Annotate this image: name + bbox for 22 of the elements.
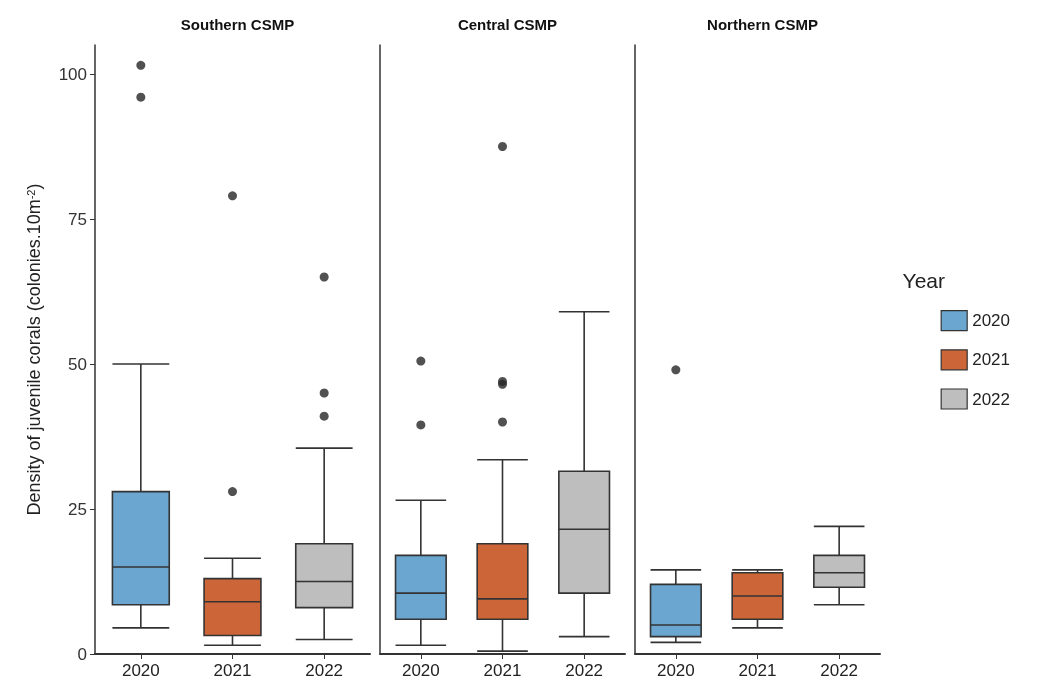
x-tick-label: 2020 <box>656 661 695 680</box>
x-tick-label: 2022 <box>820 661 859 680</box>
y-tick-label: 0 <box>77 644 87 664</box>
legend-label: 2021 <box>972 350 1011 370</box>
x-tick-label: 2021 <box>483 661 522 680</box>
legend-label: 2022 <box>972 389 1011 409</box>
y-tick-label: 75 <box>68 209 87 229</box>
x-tick-label: 2021 <box>213 661 252 680</box>
x-tick-label: 2020 <box>121 661 160 680</box>
y-tick-label: 100 <box>58 64 87 84</box>
chart-title: Central CSMP <box>457 16 558 33</box>
chart-title: Northern CSMP <box>707 16 818 33</box>
chart-title: Southern CSMP <box>180 16 295 33</box>
legend-title: Year <box>902 269 946 292</box>
x-tick-label: 2020 <box>401 661 440 680</box>
x-tick-label: 2021 <box>738 661 777 680</box>
y-axis-title: Density of juvenile corals (colonies.10m-2) <box>24 183 44 516</box>
x-tick-label: 2022 <box>565 661 604 680</box>
y-tick-label: 25 <box>68 499 87 519</box>
x-tick-label: 2022 <box>305 661 344 680</box>
legend-label: 2020 <box>972 311 1011 331</box>
y-tick-label: 50 <box>68 354 87 374</box>
